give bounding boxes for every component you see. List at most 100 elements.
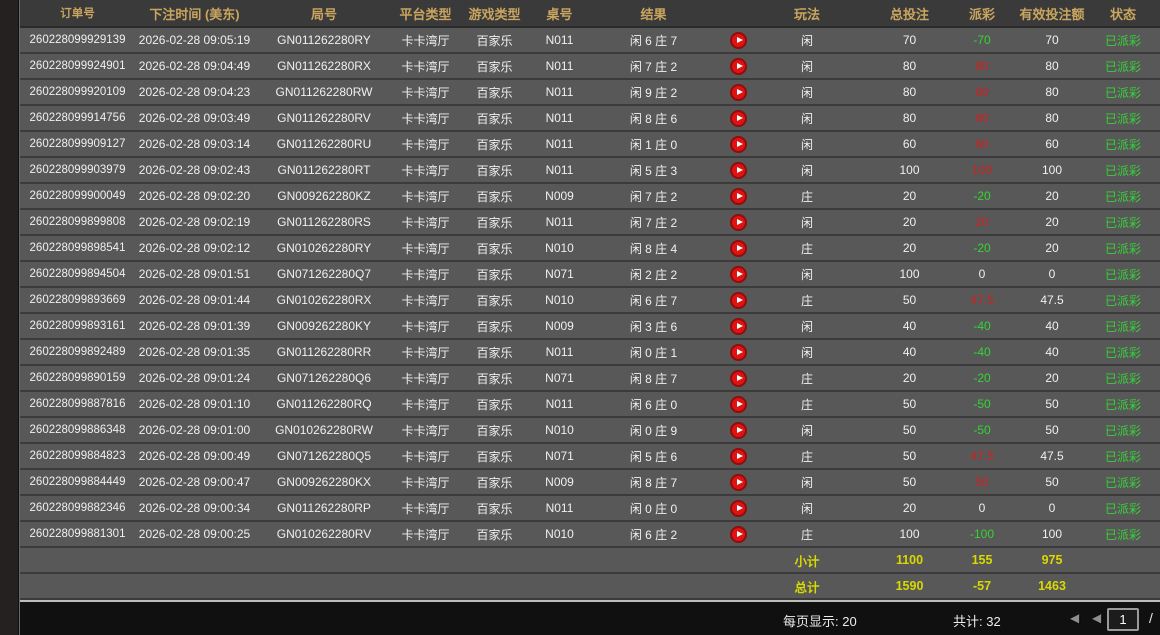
replay-video-play-icon[interactable] — [730, 473, 747, 491]
replay-video-play-icon[interactable] — [730, 187, 747, 205]
round-id: GN011262280RT — [277, 163, 371, 177]
replay-video-play-icon[interactable] — [730, 213, 747, 231]
subtotal-row: 小计 1100 155 975 — [20, 548, 1160, 574]
table-row: 260228099892489 2026-02-28 09:01:35 GN0112… — [20, 340, 1160, 366]
page-number-input[interactable] — [1107, 608, 1139, 631]
replay-video-play-icon[interactable] — [730, 317, 747, 335]
bet-option: 闲 — [800, 475, 813, 490]
status: 已派彩 — [1104, 59, 1141, 74]
bet-option: 闲 — [800, 137, 813, 152]
total-bet: 20 — [902, 241, 917, 255]
prev-page-icon[interactable]: ◀ — [1092, 611, 1102, 625]
play-triangle-icon — [736, 479, 743, 485]
table-number: N011 — [545, 33, 574, 47]
total-row: 总计 1590 -57 1463 — [20, 574, 1160, 600]
bet-time: 2026-02-28 09:03:14 — [138, 137, 251, 151]
replay-video-play-icon[interactable] — [730, 83, 747, 101]
replay-video-play-icon[interactable] — [730, 499, 747, 517]
replay — [720, 265, 757, 283]
order-id: 260228099929139 — [29, 34, 126, 46]
bet-option: 庄 — [800, 527, 813, 542]
platform-type: 卡卡湾厅 — [401, 33, 450, 48]
subtotal-row-label: 小计 — [794, 554, 820, 569]
total-bet: 100 — [899, 163, 920, 177]
status: 已派彩 — [1104, 449, 1141, 464]
replay-video-play-icon[interactable] — [730, 525, 747, 543]
status: 已派彩 — [1104, 189, 1141, 204]
result: 闲 5 庄 6 — [629, 449, 678, 464]
replay-video-play-icon[interactable] — [730, 395, 747, 413]
status: 已派彩 — [1104, 319, 1141, 334]
platform-type: 卡卡湾厅 — [401, 59, 450, 74]
order-id: 260228099903979 — [29, 164, 126, 176]
replay-video-play-icon[interactable] — [730, 265, 747, 283]
play-triangle-icon — [736, 115, 743, 121]
round-id: GN009262280KY — [276, 319, 372, 333]
payout: 100 — [971, 163, 993, 177]
replay-video-play-icon[interactable] — [730, 109, 747, 127]
replay-video-play-icon[interactable] — [730, 239, 747, 257]
payout: -100 — [969, 527, 995, 541]
payout: 80 — [975, 59, 989, 73]
table-header-row: 订单号 下注时间 (美东) 局号 平台类型 游戏类型 桌号 结果 玩法 总投注 派彩 有效投注额 状态 — [20, 0, 1160, 28]
table-number: N010 — [545, 293, 574, 307]
bet-option: 闲 — [800, 319, 813, 334]
round-id: GN071262280Q6 — [276, 371, 372, 385]
valid-bet: 20 — [1045, 371, 1059, 385]
first-page-icon[interactable]: ◀ — [1070, 611, 1080, 625]
replay-video-play-icon[interactable] — [730, 57, 747, 75]
replay-video-play-icon[interactable] — [730, 135, 747, 153]
table-number: N009 — [545, 475, 574, 489]
order-id: 260228099884823 — [29, 450, 126, 462]
replay — [720, 187, 757, 205]
replay-video-play-icon[interactable] — [730, 343, 747, 361]
total-bet: 50 — [902, 293, 917, 307]
replay-video-play-icon[interactable] — [730, 447, 747, 465]
platform-type: 卡卡湾厅 — [401, 189, 450, 204]
bet-time: 2026-02-28 09:02:19 — [138, 215, 251, 229]
platform-type: 卡卡湾厅 — [401, 397, 450, 412]
payout: 20 — [975, 215, 989, 229]
platform-type: 卡卡湾厅 — [401, 111, 450, 126]
col-header-status: 状态 — [1109, 6, 1136, 22]
round-id: GN009262280KZ — [277, 189, 371, 203]
game-type: 百家乐 — [476, 319, 513, 334]
total-bet: 60 — [902, 137, 917, 151]
replay-video-play-icon[interactable] — [730, 31, 747, 49]
table-number: N011 — [545, 137, 574, 151]
valid-bet: 50 — [1045, 397, 1059, 411]
status: 已派彩 — [1104, 371, 1141, 386]
bet-option: 闲 — [800, 215, 813, 230]
platform-type: 卡卡湾厅 — [401, 137, 450, 152]
total-bet: 80 — [902, 85, 917, 99]
status: 已派彩 — [1104, 137, 1141, 152]
order-id: 260228099890159 — [29, 372, 126, 384]
game-type: 百家乐 — [476, 59, 513, 74]
total-bet: 40 — [902, 345, 917, 359]
bet-option: 闲 — [800, 85, 813, 100]
play-triangle-icon — [736, 141, 743, 147]
valid-bet: 20 — [1045, 215, 1059, 229]
round-id: GN011262280RY — [277, 33, 371, 47]
bet-time: 2026-02-28 09:01:39 — [138, 319, 251, 333]
order-id: 260228099924901 — [29, 60, 126, 72]
replay-video-play-icon[interactable] — [730, 369, 747, 387]
bet-time: 2026-02-28 09:01:24 — [138, 371, 251, 385]
payout: 80 — [975, 111, 989, 125]
col-header-result: 结果 — [640, 6, 667, 22]
table-row: 260228099884449 2026-02-28 09:00:47 GN0092… — [20, 470, 1160, 496]
payout: -40 — [973, 345, 991, 359]
table-number: N071 — [545, 449, 574, 463]
bet-option: 庄 — [800, 397, 813, 412]
play-triangle-icon — [736, 297, 743, 303]
play-triangle-icon — [736, 271, 743, 277]
play-triangle-icon — [736, 37, 743, 43]
order-id: 260228099893161 — [29, 320, 126, 332]
col-header-round-id: 局号 — [310, 6, 337, 22]
replay-video-play-icon[interactable] — [730, 161, 747, 179]
replay-video-play-icon[interactable] — [730, 291, 747, 309]
result: 闲 6 庄 2 — [629, 527, 678, 542]
order-id: 260228099899808 — [29, 216, 126, 228]
result: 闲 7 庄 2 — [629, 189, 678, 204]
replay-video-play-icon[interactable] — [730, 421, 747, 439]
